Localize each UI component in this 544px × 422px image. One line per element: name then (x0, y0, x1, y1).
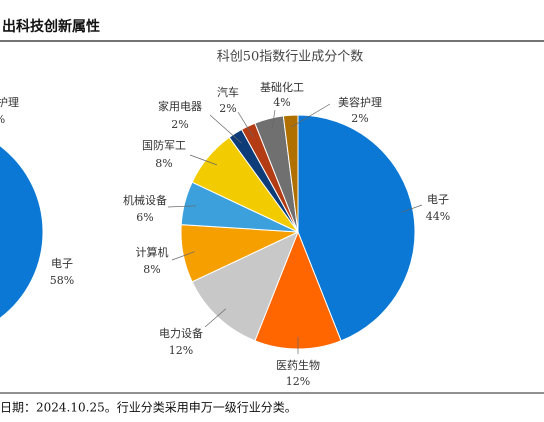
leader-line (171, 251, 195, 261)
footer-note: 日期：2024.10.25。行业分类采用申万一级行业分类。 (0, 401, 297, 415)
pie-slice (282, 114, 299, 233)
pie-slice (191, 231, 299, 342)
leader-line (291, 103, 331, 128)
slice-label: 家用电器 (158, 99, 202, 113)
slice-value-label: 6% (136, 211, 153, 224)
slice-value-label: 12% (169, 344, 193, 357)
header-title: 出科技创新属性 (2, 18, 100, 35)
slice-label: 计算机 (136, 245, 169, 259)
leader-line (271, 109, 276, 131)
slice-value-label: 2% (171, 118, 188, 131)
slice-label: 汽车 (217, 85, 239, 99)
slice-label: 基础化工 (260, 80, 304, 94)
slice-value-label: 2% (219, 102, 236, 115)
left-chart: 护理% 电子 58% (0, 95, 74, 319)
slice-label: 医药生物 (276, 358, 320, 372)
leader-line (167, 205, 197, 208)
leader-line (204, 308, 227, 328)
slice-value-label: 2% (351, 112, 368, 125)
leader-line (189, 154, 217, 166)
slice-label: 美容护理 (338, 95, 382, 109)
leader-line (237, 111, 254, 137)
slice-value-label: 12% (286, 375, 310, 388)
slice-label: 机械设备 (123, 193, 167, 207)
leader-line (401, 204, 423, 213)
slice-value-label: 4% (273, 96, 290, 109)
slice-label: 电子 (51, 257, 73, 270)
slice-value-label: 44% (426, 210, 450, 223)
chart-title: 科创50指数行业成分个数 (217, 50, 364, 65)
pie-slice (0, 145, 44, 319)
leader-line (209, 114, 242, 144)
slice-label: 电子 (427, 193, 449, 206)
slice-value-label: 58% (50, 274, 74, 287)
slice-value-label: 8% (155, 157, 172, 170)
slice-label: 护理 (0, 95, 19, 109)
pie-slice (297, 114, 416, 342)
slice-value-label: % (0, 113, 5, 126)
slice-value-label: 8% (143, 263, 160, 276)
slice-label: 电力设备 (159, 326, 203, 340)
slice-label: 国防军工 (142, 138, 186, 152)
